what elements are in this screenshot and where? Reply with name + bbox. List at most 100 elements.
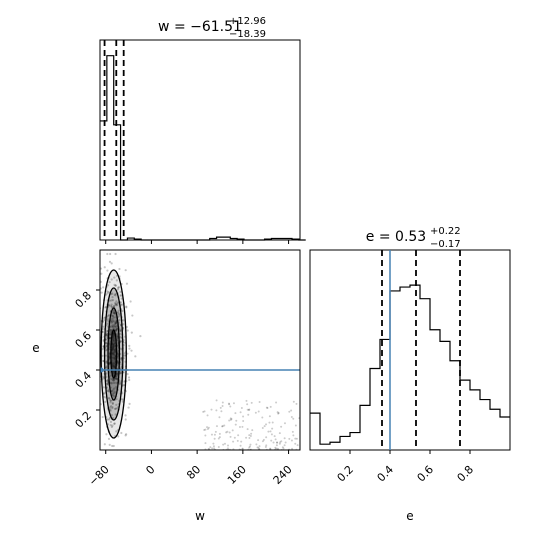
sample-point [117,309,120,312]
xtick-label-e: 0.4 [375,463,397,485]
sample-point [119,301,122,304]
sample-point [294,424,297,427]
sample-point [114,321,117,324]
sample-point [119,371,123,374]
sample-point [246,428,249,431]
sample-point [227,444,230,447]
sample-point [246,408,249,411]
sample-point [115,377,118,380]
sample-point [114,350,117,353]
sample-point [116,301,119,305]
sample-point [265,406,268,409]
sample-point [110,306,113,309]
sample-point [294,437,297,440]
sample-point [104,349,108,352]
sample-point [106,379,109,382]
sample-point [108,336,111,339]
sample-point [112,362,116,365]
sample-point [115,403,118,406]
sample-point [113,365,116,368]
sample-point [105,375,108,379]
sample-point [288,437,291,440]
histogram-w-title-sub: −18.39 [229,29,266,40]
sample-point [109,409,112,412]
sample-point [113,310,116,313]
sample-point [110,425,113,429]
sample-point [114,407,117,410]
sample-point [112,345,115,348]
sample-point [294,442,297,445]
sample-point [129,300,132,303]
sample-point [279,441,282,444]
sample-point [116,355,120,358]
density-contour-3 [110,329,118,379]
histogram-w-steps [100,55,306,241]
sample-point [248,434,251,437]
sample-point [96,360,98,362]
sample-point [111,299,115,302]
sample-point [128,402,131,405]
sample-point [100,267,103,270]
histogram-w-title: w = −61.51 [158,19,242,35]
sample-point [110,377,113,380]
sample-point [290,409,293,412]
sample-point [119,340,123,343]
sample-point [242,415,245,418]
sample-point [257,439,260,442]
sample-point [269,430,272,433]
sample-point [240,440,243,443]
sample-point [110,325,113,328]
sample-point [109,331,113,334]
sample-point [121,303,124,306]
sample-point [105,366,108,369]
sample-point [101,348,104,351]
sample-point [213,437,216,440]
sample-point [227,402,230,405]
sample-point [207,426,210,429]
sample-point [232,402,235,405]
sample-point [111,344,115,347]
sample-point [110,389,113,392]
sample-point [219,406,222,409]
sample-point [114,292,117,296]
sample-point [245,399,248,402]
sample-point [111,416,115,420]
sample-point [114,284,117,287]
sample-point [234,423,237,426]
sample-point [110,299,113,302]
sample-point [296,444,299,447]
sample-point [103,266,106,269]
sample-point [112,364,115,367]
sample-point [113,422,116,425]
sample-point [112,348,116,352]
sample-point [220,410,223,413]
sample-point [128,378,131,382]
histogram-e-title-sub: −0.17 [430,239,461,250]
sample-point [239,444,242,447]
sample-point [112,342,115,346]
histogram-w-frame [99,39,301,241]
density-contour-0 [100,269,127,439]
sample-point [114,302,117,306]
sample-point [120,431,123,435]
histogram-w-step-line [100,55,306,241]
sample-point [111,407,114,410]
sample-point [108,314,111,317]
sample-point [112,343,115,347]
sample-point [108,299,111,302]
sample-point [112,316,116,319]
sample-point [105,372,108,375]
sample-point [280,425,283,428]
sample-point [111,389,114,393]
sample-point [271,421,274,424]
sample-point [231,429,234,432]
sample-point [215,425,218,428]
sample-point [111,393,115,397]
sample-point [112,311,115,314]
sample-point [118,267,121,271]
sample-point [112,370,116,373]
sample-point [119,336,122,339]
sample-point [120,294,123,297]
sample-point [112,444,115,448]
sample-point [250,401,253,404]
